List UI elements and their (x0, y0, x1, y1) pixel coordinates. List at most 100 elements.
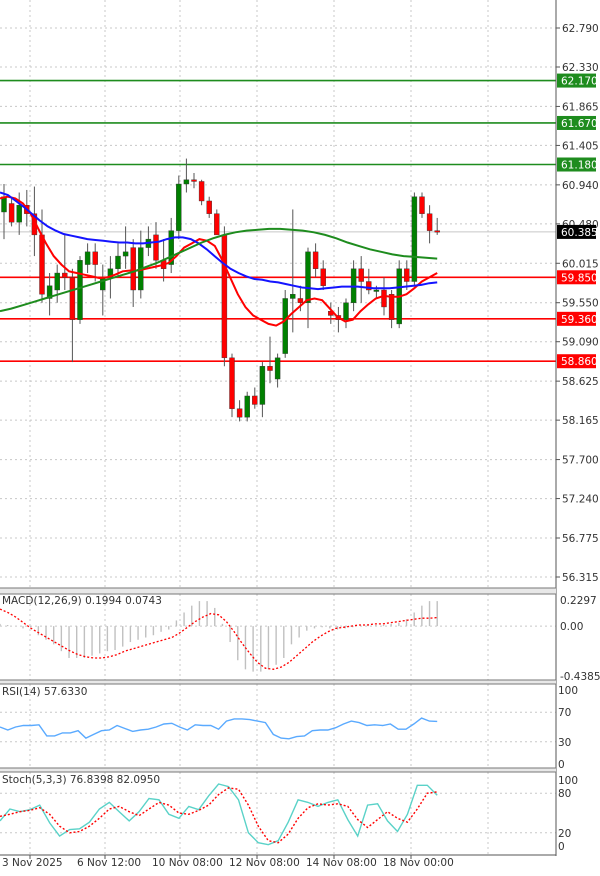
candle-body (312, 251, 319, 269)
candle-body (191, 179, 197, 182)
candle-body (282, 298, 288, 354)
stoch-pane[interactable] (0, 783, 438, 846)
candle[interactable] (69, 268, 76, 363)
candle[interactable] (8, 196, 15, 227)
price-tag-bg (557, 224, 596, 239)
candle[interactable] (206, 196, 212, 218)
price-tag-label: 58.860 (561, 356, 598, 368)
candle[interactable] (358, 256, 364, 303)
candle[interactable] (221, 226, 228, 367)
rsi-tick-label: 30 (558, 737, 571, 749)
candle[interactable] (328, 302, 334, 324)
resistance-tag: 62.170 (557, 73, 598, 88)
candle-body (84, 251, 91, 265)
candle-body (411, 196, 418, 282)
candle[interactable] (312, 243, 319, 278)
candle[interactable] (404, 260, 410, 290)
candle[interactable] (320, 260, 326, 290)
moving-average-ma-fast (0, 195, 438, 327)
candle-body (183, 179, 190, 185)
candle[interactable] (198, 179, 205, 206)
current-price-tag: 60.385 (557, 224, 598, 239)
time-tick-label: 12 Nov 08:00 (229, 857, 300, 869)
price-pane[interactable] (0, 79, 556, 422)
candle[interactable] (92, 243, 98, 282)
candle-body (267, 366, 273, 371)
candle[interactable] (84, 243, 91, 274)
candle[interactable] (191, 172, 197, 189)
candle[interactable] (183, 158, 190, 193)
candle-body (426, 213, 433, 231)
candle[interactable] (145, 226, 152, 257)
candle[interactable] (168, 217, 174, 274)
macd-pane[interactable] (0, 601, 438, 672)
moving-average-ma-slow (0, 227, 438, 313)
price-tick-label: 57.240 (562, 494, 599, 506)
candle[interactable] (46, 273, 53, 316)
candle[interactable] (176, 175, 182, 240)
candle-body (100, 277, 106, 291)
candle[interactable] (153, 222, 159, 269)
candle[interactable] (426, 205, 433, 244)
candle[interactable] (138, 230, 144, 299)
stoch-line-d (0, 787, 438, 844)
candle-body (297, 298, 304, 303)
candle[interactable] (259, 362, 266, 418)
candle[interactable] (244, 391, 250, 422)
candle[interactable] (434, 217, 440, 235)
candle[interactable] (16, 192, 22, 235)
candle[interactable] (411, 192, 418, 286)
candle[interactable] (236, 400, 243, 422)
candle[interactable] (274, 353, 281, 388)
time-tick-label: 3 Nov 2025 (2, 857, 63, 869)
time-tick-label: 18 Nov 00:00 (383, 857, 454, 869)
candle[interactable] (267, 336, 273, 384)
resistance-tag: 61.180 (557, 157, 598, 172)
candle[interactable] (115, 243, 121, 278)
candle[interactable] (100, 264, 106, 316)
candle-body (381, 289, 387, 308)
time-tick-label: 14 Nov 08:00 (306, 857, 377, 869)
candle-body (404, 268, 410, 282)
candle[interactable] (54, 264, 60, 303)
candle-body (244, 395, 250, 418)
candle[interactable] (252, 387, 258, 409)
stoch-line-k (0, 783, 438, 846)
stoch-tick-label: 100 (558, 775, 578, 787)
pane-separator (0, 680, 556, 684)
price-tag-label: 61.180 (561, 160, 598, 172)
price-tick-label: 58.625 (562, 376, 599, 388)
candle-body (39, 234, 45, 295)
macd-tick-label: -0.4385 (560, 671, 600, 683)
candle[interactable] (214, 209, 220, 236)
candle[interactable] (419, 192, 425, 218)
candle[interactable] (366, 268, 372, 295)
candle-body (274, 357, 281, 380)
candle-body (46, 285, 53, 299)
candle[interactable] (282, 289, 288, 358)
candle[interactable] (229, 353, 235, 418)
macd-title: MACD(12,26,9) 0.1994 0.0743 (2, 595, 162, 607)
candle[interactable] (396, 260, 402, 329)
candle[interactable] (130, 239, 136, 307)
price-axis: 62.79062.33061.86561.40560.94060.48060.0… (0, 0, 600, 856)
candle-body (1, 196, 7, 213)
price-tag-label: 62.170 (561, 76, 598, 88)
pane-separator (0, 588, 556, 594)
candle-body (198, 181, 205, 202)
rsi-pane[interactable] (0, 717, 438, 740)
candle-body (77, 260, 83, 320)
candle[interactable] (343, 298, 349, 329)
candle[interactable] (122, 226, 129, 269)
candle-body (343, 302, 349, 320)
price-tag-bg (557, 115, 596, 130)
grid (0, 0, 556, 855)
candle[interactable] (62, 234, 68, 290)
price-tag-bg (557, 270, 596, 285)
macd-signal-line (0, 608, 438, 670)
price-tick-label: 59.090 (562, 337, 599, 349)
candle[interactable] (77, 256, 83, 324)
stoch-tick-label: 0 (558, 841, 565, 853)
